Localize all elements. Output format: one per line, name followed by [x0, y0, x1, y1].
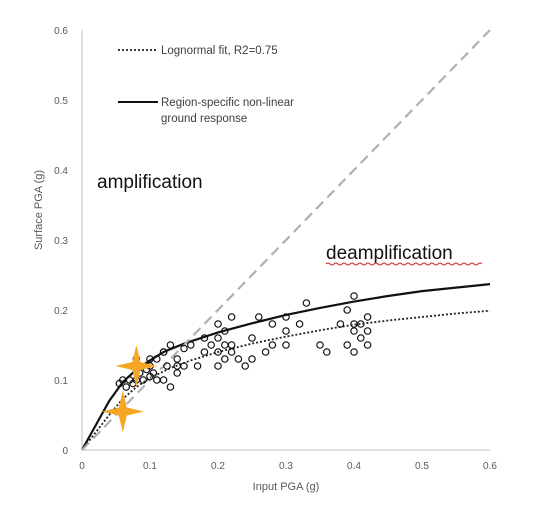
observation-point: [200, 348, 209, 356]
observation-point: [173, 369, 182, 377]
observation-point: [214, 320, 222, 328]
observation-point: [163, 362, 171, 370]
observation-point: [350, 292, 358, 300]
observation-point: [153, 376, 161, 384]
observation-point: [350, 348, 358, 356]
observation-point: [248, 334, 256, 342]
observation-point: [227, 313, 236, 321]
y-tick-label: 0: [62, 446, 68, 457]
x-tick-label: 0: [79, 461, 85, 472]
annotation-deamplification: deamplification: [326, 243, 453, 264]
y-tick-label: 0.5: [54, 96, 68, 107]
observation-point: [214, 362, 222, 370]
x-tick-label: 0.4: [347, 461, 361, 472]
tick-labels: 0 0.1 0.2 0.3 0.4 0.5 0.6 0 0.1 0.2 0.3 0.4 0.5 0.6: [54, 26, 497, 472]
x-tick-label: 0.5: [415, 461, 429, 472]
observation-point: [149, 369, 158, 377]
observation-point: [356, 334, 365, 342]
y-tick-label: 0.4: [54, 166, 68, 177]
observation-point: [234, 355, 243, 363]
region-specific-response-line: [81, 283, 491, 451]
observation-point: [214, 334, 222, 342]
observation-point: [159, 376, 168, 384]
lognormal-fit-line: [81, 309, 491, 451]
y-tick-label: 0.3: [54, 236, 68, 247]
annotation-amplification: amplification: [97, 172, 203, 193]
observation-point: [173, 355, 182, 363]
legend-label-lognormal: Lognormal fit, R2=0.75: [161, 45, 278, 57]
observation-point: [166, 383, 175, 391]
observation-point: [122, 383, 131, 391]
observation-point: [241, 362, 250, 370]
y-tick-label: 0.6: [54, 26, 68, 37]
observation-point: [322, 348, 331, 356]
legend: Lognormal fit, R2=0.75 Region-specific n…: [118, 45, 294, 125]
x-tick-label: 0.1: [143, 461, 157, 472]
plot-area: [81, 29, 491, 451]
one-to-one-dashed-line: [81, 29, 491, 451]
x-tick-label: 0.6: [483, 461, 497, 472]
observation-point: [282, 341, 290, 349]
star-marker: [115, 345, 158, 387]
observation-point: [207, 341, 216, 349]
observation-point: [221, 327, 229, 335]
observation-point: [363, 341, 372, 349]
y-tick-label: 0.1: [54, 376, 68, 387]
observation-point: [159, 348, 168, 356]
observation-point: [227, 341, 236, 349]
observation-point: [268, 320, 277, 328]
observation-point: [350, 327, 358, 335]
y-axis-label: Surface PGA (g): [33, 170, 45, 250]
observation-point: [221, 355, 229, 363]
observation-point: [363, 313, 372, 321]
observation-point: [336, 320, 345, 328]
observation-point: [248, 355, 256, 363]
x-tick-label: 0.2: [211, 461, 225, 472]
observation-point: [261, 348, 270, 356]
observation-point: [343, 341, 352, 349]
observation-point: [282, 327, 290, 335]
observation-point: [268, 341, 277, 349]
observation-point: [356, 320, 365, 328]
observation-point: [166, 341, 175, 349]
annotation-spellcheck-underline: [325, 262, 483, 266]
observation-point: [139, 376, 148, 384]
observation-point: [227, 348, 236, 356]
observation-point: [200, 334, 209, 342]
observation-point: [282, 313, 290, 321]
observation-point: [214, 348, 222, 356]
observation-point: [363, 327, 372, 335]
x-axis-label: Input PGA (g): [253, 481, 320, 493]
observation-point: [193, 362, 202, 370]
y-tick-label: 0.2: [54, 306, 68, 317]
x-tick-label: 0.3: [279, 461, 293, 472]
observation-point: [221, 341, 229, 349]
axes: [81, 30, 490, 451]
legend-label-region-line2: ground response: [161, 113, 247, 125]
observation-point: [343, 306, 352, 314]
observation-point: [180, 344, 188, 353]
observation-point: [295, 320, 304, 328]
observation-point: [254, 313, 263, 321]
observation-point: [146, 355, 154, 363]
observation-point: [302, 299, 311, 307]
observation-point: [187, 341, 195, 349]
observation-point: [173, 362, 182, 370]
star-marker: [101, 390, 144, 433]
observation-point: [316, 341, 324, 349]
legend-label-region-line1: Region-specific non-linear: [161, 97, 294, 109]
